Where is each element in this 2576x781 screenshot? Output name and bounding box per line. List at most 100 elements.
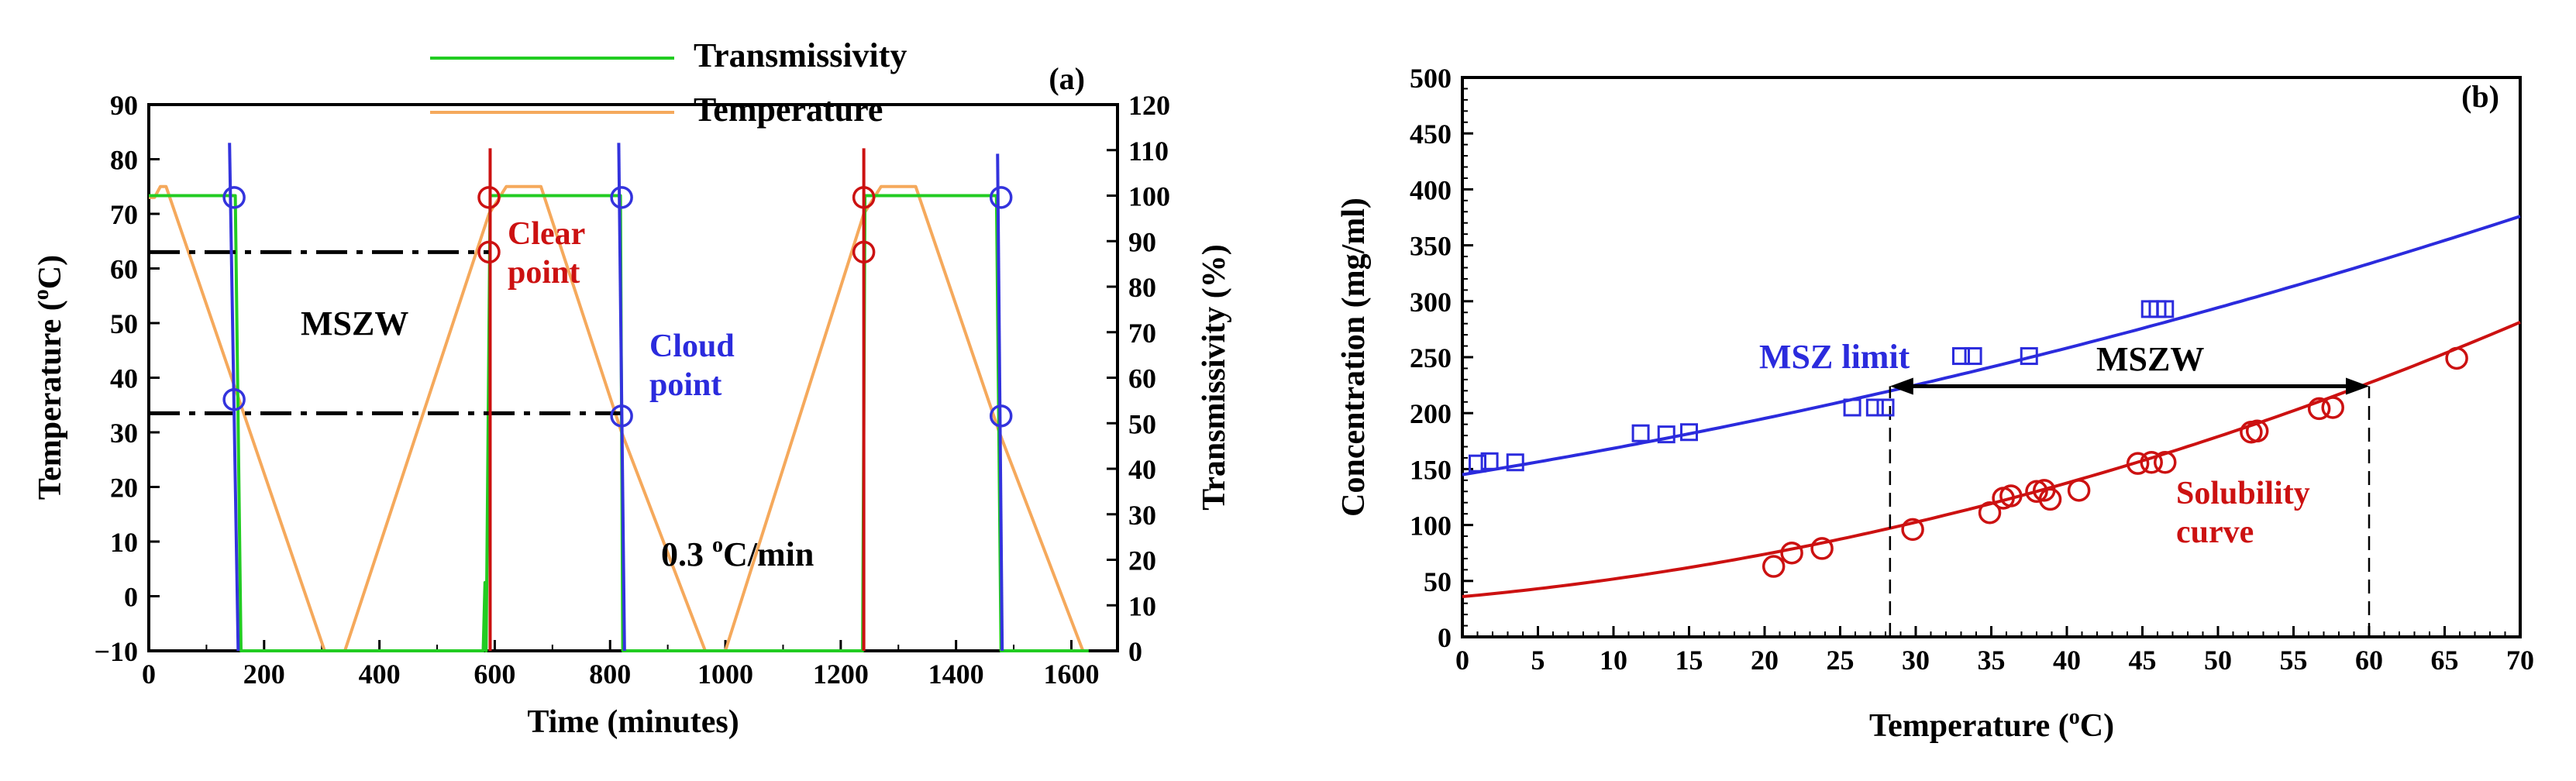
temperature-series-line [149,184,1085,652]
solubility-data-point [2154,450,2177,474]
panel-b-concentration-chart: 0 5 10 15 20 25 30 35 40 45 50 55 60 65 70 0 50 100 150 20… [1336,63,2534,744]
cloud-point-annotation-line2: point [649,367,721,403]
b-y-tick-label: 250 [1410,342,1452,373]
cooling-rate-annotation: 0.3 oC/min [661,533,814,573]
solubility-data-point [2067,479,2091,502]
a-left-y-tick-label: 30 [110,418,138,449]
solubility-data-point [2321,396,2344,419]
b-y-tick-label: 150 [1410,454,1452,485]
a-right-y-tick-label: 20 [1128,545,1156,576]
b-x-title-degree: o [2069,705,2080,729]
msz-limit-fit-curve [1462,215,2521,477]
panel-a-label: (a) [1049,61,1085,96]
a-right-y-tick-label: 80 [1128,272,1156,303]
solubility-data-point [1780,541,1803,565]
b-x-tick-label: 45 [2129,645,2157,676]
msz-limit-data-point [2156,300,2175,318]
b-x-tick-label: 10 [1600,645,1627,676]
b-y-tick-label: 350 [1410,231,1452,262]
b-x-tick-label: 0 [1455,645,1469,676]
a-left-y-tick-label: 90 [110,90,138,121]
a-right-y-tick-label: 110 [1128,136,1169,167]
a-right-y-tick-label: 90 [1128,226,1156,257]
cloud-point-marker [222,186,246,209]
solubility-data-point [1901,518,1924,542]
b-x-tick-label: 40 [2053,645,2081,676]
a-right-y-tick-label: 120 [1128,90,1170,121]
a-right-y-tick-label: 30 [1128,500,1156,531]
panel-a-left-y-axis-title: Temperature (oC) [29,255,68,500]
b-y-tick-label: 300 [1410,287,1452,318]
cloud-point-marker [610,404,633,428]
msz-limit-data-point [1657,425,1675,444]
mszw-arrow-head-left [1889,377,1913,395]
solubility-data-point [2140,450,2163,474]
a-x-tick-label: 400 [359,659,401,690]
a-right-y-tick-label: 60 [1128,363,1156,394]
panel-a-right-y-axis-title: Transmissivity (%) [1197,244,1232,510]
clear-point-marker [852,240,876,264]
crystallization-spike-line [996,153,1004,652]
a-right-y-tick-label: 0 [1128,636,1142,667]
panel-a-x-axis-title: Time (minutes) [527,704,739,740]
solubility-data-point [2445,346,2468,370]
legend-transmissivity-label: Transmissivity [694,36,907,74]
msz-limit-data-point [1865,398,1884,417]
legend-temperature-label: Temperature [694,91,883,129]
solubility-data-point [1762,555,1786,578]
solubility-curve-fit-curve [1462,320,2521,598]
cooling-rate-degree: o [712,533,723,557]
cooling-rate-unit: C/min [723,535,814,573]
a-right-y-tick-label: 100 [1128,181,1170,212]
a-x-tick-label: 1600 [1043,659,1099,690]
a-x-tick-label: 200 [243,659,285,690]
b-x-tick-label: 20 [1751,645,1779,676]
clear-point-marker [477,240,501,264]
left-y-title-main: Temperature ( [33,300,68,500]
a-left-y-tick-label: 70 [110,199,138,230]
a-left-y-tick-label: 80 [110,145,138,176]
solubility-data-point [2245,419,2269,443]
solubility-data-point [1999,484,2023,507]
solubility-curve-annotation-line2: curve [2176,514,2254,550]
panel-a-legend: Transmissivity Temperature [430,36,907,129]
a-x-tick-label: 600 [474,659,515,690]
b-x-title-tail: C) [2080,708,2114,744]
msz-limit-data-point [1469,454,1486,473]
mszw-annotation-b: MSZW [2096,340,2204,378]
msz-limit-annotation: MSZ limit [1759,338,1910,376]
cloud-point-annotation-line1: Cloud [649,329,735,364]
msz-limit-data-point [1964,347,1982,366]
clear-point-annotation-line2: point [508,255,580,291]
solubility-data-point [2307,397,2331,421]
panel-b-x-axis-title: Temperature (oC) [1869,705,2114,744]
a-x-tick-label: 1000 [697,659,753,690]
crystallization-spike-line [617,143,626,652]
b-y-tick-label: 500 [1410,63,1452,94]
cooling-rate-value: 0.3 [661,535,712,573]
b-x-tick-label: 65 [2431,645,2459,676]
a-left-y-tick-label: 60 [110,254,138,285]
a-x-tick-label: 1200 [813,659,869,690]
b-y-tick-label: 50 [1424,566,1452,597]
a-right-y-tick-label: 50 [1128,408,1156,439]
solubility-data-point [2025,480,2048,504]
b-y-tick-label: 100 [1410,511,1452,542]
crystallization-spike-line [228,143,240,652]
mszw-annotation-a: MSZW [301,304,408,342]
a-right-y-tick-label: 70 [1128,318,1156,349]
a-left-y-tick-label: 40 [110,363,138,394]
a-left-y-tick-label: 10 [110,527,138,558]
msz-limit-data-point [1480,452,1499,470]
cloud-point-marker [222,387,246,411]
cloud-point-marker [989,404,1013,428]
solubility-data-point [2126,452,2150,475]
solubility-data-point [1810,537,1834,560]
clear-point-annotation-line1: Clear [508,216,585,252]
a-left-y-tick-label: 20 [110,473,138,504]
clear-point-marker [477,186,501,209]
msz-limit-data-point [1631,424,1650,442]
msz-limit-data-point [1876,398,1895,417]
panel-b-y-axis-title: Concentration (mg/ml) [1336,198,1372,517]
